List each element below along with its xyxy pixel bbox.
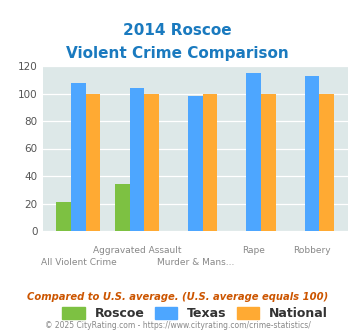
Bar	[130, 88, 144, 231]
Text: Compared to U.S. average. (U.S. average equals 100): Compared to U.S. average. (U.S. average …	[27, 292, 328, 302]
Bar	[305, 76, 320, 231]
Text: Violent Crime Comparison: Violent Crime Comparison	[66, 46, 289, 61]
Text: Rape: Rape	[242, 246, 265, 255]
Legend: Roscoe, Texas, National: Roscoe, Texas, National	[62, 307, 328, 320]
Bar	[188, 96, 203, 231]
Text: Robbery: Robbery	[293, 246, 331, 255]
Bar	[56, 202, 71, 231]
Bar	[86, 93, 100, 231]
Text: Murder & Mans...: Murder & Mans...	[157, 258, 234, 267]
Bar	[203, 93, 217, 231]
Text: 2014 Roscoe: 2014 Roscoe	[123, 23, 232, 38]
Text: Aggravated Assault: Aggravated Assault	[93, 246, 181, 255]
Bar	[71, 82, 86, 231]
Bar	[144, 93, 159, 231]
Bar	[261, 93, 275, 231]
Bar	[320, 93, 334, 231]
Text: © 2025 CityRating.com - https://www.cityrating.com/crime-statistics/: © 2025 CityRating.com - https://www.city…	[45, 321, 310, 330]
Bar	[115, 184, 130, 231]
Bar	[246, 73, 261, 231]
Text: All Violent Crime: All Violent Crime	[40, 258, 116, 267]
